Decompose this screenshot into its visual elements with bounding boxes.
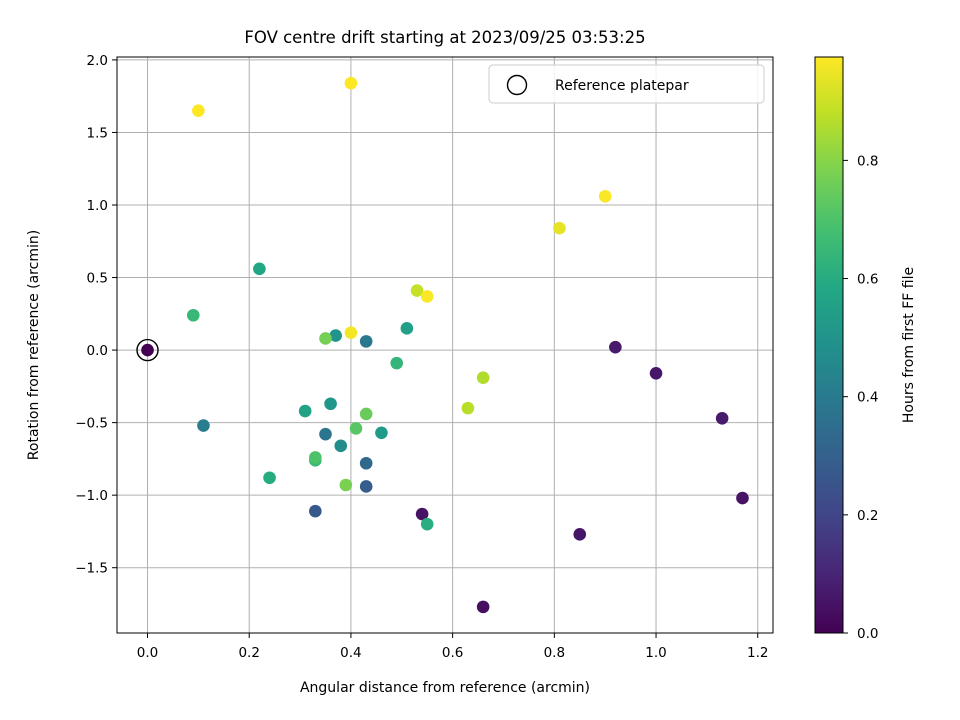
data-point bbox=[736, 491, 749, 505]
data-point bbox=[253, 262, 266, 276]
data-point bbox=[309, 504, 322, 518]
data-point bbox=[344, 76, 358, 90]
colorbar-tick-label: 0.0 bbox=[857, 626, 878, 642]
x-tick-label: 0.4 bbox=[340, 645, 361, 661]
data-point bbox=[390, 356, 403, 370]
data-point bbox=[573, 528, 587, 541]
y-tick-label: −0.5 bbox=[75, 416, 108, 432]
legend-label: Reference platepar bbox=[555, 78, 689, 94]
grid-lines bbox=[117, 57, 773, 633]
x-tick-label: 0.8 bbox=[544, 645, 565, 661]
data-point bbox=[598, 189, 612, 203]
data-point bbox=[410, 284, 424, 297]
data-point bbox=[415, 507, 429, 521]
y-tick-label: 0.5 bbox=[87, 271, 108, 287]
y-tick-label: 2.0 bbox=[87, 53, 108, 69]
data-point bbox=[359, 407, 373, 421]
legend-marker-icon bbox=[506, 74, 528, 96]
colorbar-gradient bbox=[814, 56, 844, 634]
legend-box bbox=[488, 64, 765, 104]
data-points bbox=[141, 76, 749, 614]
data-point bbox=[461, 401, 475, 415]
y-axis-ticks: −1.5 −1.0 −0.5 0.0 0.5 1.0 1.5 2.0 bbox=[75, 53, 117, 577]
data-point bbox=[715, 411, 729, 425]
data-point bbox=[319, 427, 332, 441]
reference-marker bbox=[136, 338, 159, 362]
data-point bbox=[375, 426, 388, 440]
data-point bbox=[359, 480, 373, 493]
data-point bbox=[359, 456, 373, 470]
data-point bbox=[349, 422, 363, 435]
data-point bbox=[649, 366, 663, 380]
y-tick-label: −1.0 bbox=[75, 488, 108, 504]
data-point bbox=[197, 419, 210, 432]
plot-frame bbox=[116, 56, 774, 634]
y-tick-label: 1.0 bbox=[87, 198, 108, 214]
colorbar-tick-label: 0.6 bbox=[857, 272, 878, 288]
colorbar-tick-label: 0.2 bbox=[857, 508, 878, 524]
data-point bbox=[309, 451, 322, 464]
data-point bbox=[420, 517, 434, 531]
data-point bbox=[420, 290, 434, 303]
data-point bbox=[344, 326, 358, 339]
y-tick-label: 0.0 bbox=[87, 343, 108, 359]
data-point bbox=[400, 322, 414, 335]
x-axis-label: Angular distance from reference (arcmin) bbox=[300, 680, 590, 696]
colorbar-ticks: 0.0 0.2 0.4 0.6 0.8 bbox=[843, 153, 878, 642]
legend: Reference platepar bbox=[488, 64, 765, 104]
data-point bbox=[553, 221, 566, 235]
data-point bbox=[186, 308, 200, 322]
data-point bbox=[319, 332, 332, 345]
data-point bbox=[263, 471, 276, 485]
data-point bbox=[609, 340, 622, 354]
x-tick-label: 0.0 bbox=[137, 645, 158, 661]
data-point bbox=[329, 329, 342, 342]
data-point bbox=[192, 104, 205, 117]
y-tick-label: 1.5 bbox=[87, 125, 108, 141]
data-point bbox=[324, 397, 337, 411]
data-point bbox=[141, 343, 154, 357]
chart-title: FOV centre drift starting at 2023/09/25 … bbox=[244, 28, 645, 47]
reference-platepar-circle bbox=[136, 338, 159, 362]
data-point bbox=[476, 600, 490, 614]
data-point bbox=[334, 439, 348, 453]
data-point bbox=[339, 478, 353, 492]
y-axis-label: Rotation from reference (arcmin) bbox=[26, 230, 42, 460]
colorbar-label: Hours from first FF file bbox=[901, 267, 917, 423]
colorbar-tick-label: 0.4 bbox=[857, 390, 878, 406]
y-tick-label: −1.5 bbox=[75, 561, 108, 577]
data-point bbox=[476, 371, 490, 384]
x-tick-label: 0.2 bbox=[238, 645, 259, 661]
colorbar-tick-label: 0.8 bbox=[857, 153, 878, 169]
data-point bbox=[359, 335, 373, 348]
x-tick-label: 1.2 bbox=[747, 645, 768, 661]
colorbar: 0.0 0.2 0.4 0.6 0.8 Hours from first FF file bbox=[814, 56, 917, 642]
data-point bbox=[298, 404, 312, 418]
x-tick-label: 1.0 bbox=[645, 645, 666, 661]
x-axis-ticks: 0.0 0.2 0.4 0.6 0.8 1.0 1.2 bbox=[137, 633, 768, 661]
x-tick-label: 0.6 bbox=[442, 645, 463, 661]
